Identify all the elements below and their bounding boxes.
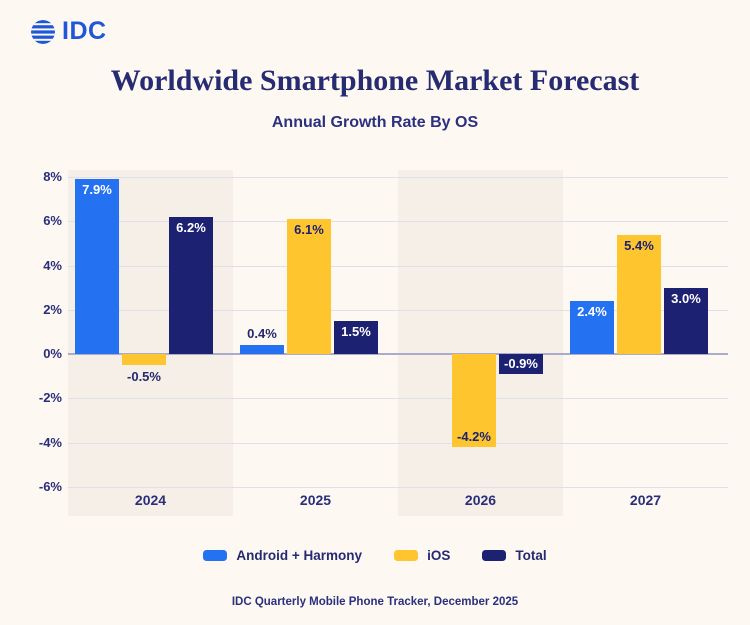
legend-item: iOS [394, 548, 450, 563]
gridline [68, 486, 728, 488]
y-axis-label: -4% [38, 434, 62, 450]
page-title: Worldwide Smartphone Market Forecast [110, 64, 640, 97]
bar [169, 216, 213, 354]
bar-value-label: 5.4% [624, 237, 654, 253]
bar-value-label: 0.4% [247, 326, 277, 342]
gridline [68, 265, 728, 267]
zero-gridline [68, 353, 728, 355]
gridline [68, 177, 728, 178]
legend-swatch [203, 550, 228, 561]
source-note: IDC Quarterly Mobile Phone Tracker, Dece… [231, 596, 519, 608]
gridline [68, 398, 728, 400]
bar-value-label: 6.2% [176, 219, 206, 235]
bar [617, 234, 661, 354]
gridline [68, 442, 728, 444]
legend-label: Android + Harmony [236, 548, 363, 563]
legend-label: Total [515, 548, 547, 563]
gridline [68, 309, 728, 311]
legend-swatch [394, 550, 419, 561]
y-axis-label: -2% [38, 390, 62, 406]
bar-value-label: 3.0% [671, 290, 701, 306]
y-axis-label: -6% [38, 478, 62, 494]
y-axis: 8% 6% 4% 2% 0% -2% -4% -6% [0, 169, 62, 516]
y-axis-label: 2% [43, 301, 62, 317]
bar-value-label: 7.9% [82, 182, 112, 198]
legend: Android + Harmony iOS Total [0, 548, 750, 563]
legend-label: iOS [427, 548, 451, 563]
y-axis-label: 4% [43, 257, 62, 273]
bar-value-label: 6.1% [294, 222, 324, 238]
y-axis-label: 8% [43, 169, 62, 184]
x-axis-label: 2025 [299, 492, 332, 508]
bar [452, 354, 496, 447]
y-axis-label: 6% [43, 213, 62, 229]
legend-item: Android + Harmony [203, 548, 362, 563]
bar [570, 300, 614, 354]
bar [75, 179, 119, 354]
legend-swatch [482, 550, 507, 561]
bar [240, 345, 284, 354]
bar [499, 354, 543, 374]
bar [287, 219, 331, 354]
bar-value-label: -0.5% [127, 369, 161, 385]
x-axis-label: 2024 [134, 492, 167, 508]
bar-value-label: 2.4% [577, 303, 607, 319]
y-axis-label: 0% [43, 346, 62, 361]
plot-area: 2024 2025 2026 2027 7.9% 0.4% 2.4% -0.5% 6.1% -4.… [68, 170, 728, 516]
bar-value-label: 1.5% [341, 323, 371, 339]
x-axis-label: 2026 [464, 492, 497, 508]
legend-item: Total [482, 548, 547, 563]
globe-icon [31, 19, 55, 44]
bar-value-label: -0.9% [504, 355, 538, 371]
bar [664, 287, 708, 354]
bar [334, 320, 378, 354]
x-axis-label: 2027 [629, 492, 662, 508]
logo-brand-text: IDC [62, 17, 107, 45]
category-band [398, 170, 563, 516]
bar [122, 354, 166, 366]
gridline [68, 221, 728, 223]
page-subtitle: Annual Growth Rate By OS [271, 114, 479, 131]
bar-value-label: -4.2% [457, 428, 491, 444]
idc-logo: IDC [29, 17, 107, 46]
